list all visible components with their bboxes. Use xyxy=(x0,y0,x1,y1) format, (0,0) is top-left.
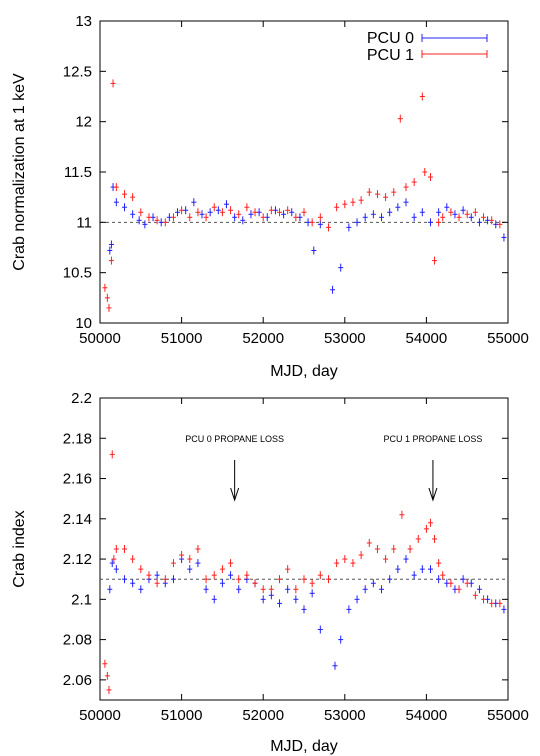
y-tick-label: 11 xyxy=(76,214,92,231)
data-series-layer xyxy=(102,450,507,694)
legend-label-pcu0: PCU 0 xyxy=(367,30,414,47)
y-tick-label: 2.08 xyxy=(63,632,92,649)
x-tick-label: 50000 xyxy=(79,707,121,724)
x-tick-label: 50000 xyxy=(79,330,121,347)
tick-layer: 50000 51000 52000 53000 54000 55000 10 10.5 11 11… xyxy=(63,13,529,347)
x-tick-label: 54000 xyxy=(406,330,448,347)
x-axis-label: MJD, day xyxy=(270,363,338,380)
y-tick-label: 11.5 xyxy=(64,164,92,181)
y-tick-label: 2.12 xyxy=(63,551,92,568)
series-pcu-0 xyxy=(107,555,507,670)
y-tick-label: 2.16 xyxy=(63,471,92,488)
x-tick-label: 53000 xyxy=(324,707,366,724)
x-tick-label: 52000 xyxy=(242,707,284,724)
legend-label-pcu1: PCU 1 xyxy=(367,47,414,64)
tick-layer: 50000 51000 52000 53000 54000 55000 2.06 2.08 2.… xyxy=(63,390,529,724)
x-tick-label: 55000 xyxy=(487,707,529,724)
x-tick-label: 54000 xyxy=(406,707,448,724)
annotation-arrowhead xyxy=(428,487,438,502)
x-tick-label: 51000 xyxy=(161,707,203,724)
x-tick-label: 55000 xyxy=(487,330,529,347)
y-tick-label: 10.5 xyxy=(63,265,92,282)
y-tick-label: 12.5 xyxy=(63,63,92,80)
y-axis-label: Crab index xyxy=(11,510,28,587)
data-series-layer xyxy=(102,79,507,312)
y-tick-label: 10 xyxy=(75,315,92,332)
plot-area-frame xyxy=(99,397,509,701)
y-tick-label: 2.06 xyxy=(63,672,92,689)
series-pcu-1 xyxy=(102,450,503,694)
x-tick-label: 51000 xyxy=(161,330,203,347)
annotation-layer: PCU 0 PROPANE LOSS PCU 1 PROPANE LOSS xyxy=(185,434,482,502)
index-panel: 50000 51000 52000 53000 54000 55000 2.06 2.08 2.… xyxy=(11,390,529,755)
y-axis-label: Crab normalization at 1 keV xyxy=(11,73,28,271)
series-pcu-1 xyxy=(102,79,503,312)
y-tick-label: 2.18 xyxy=(63,430,92,447)
x-axis-label: MJD, day xyxy=(270,738,338,755)
plot-area-frame xyxy=(99,20,509,324)
legend: PCU 0 PCU 1 xyxy=(367,30,488,64)
y-tick-label: 13 xyxy=(75,13,92,30)
annotation-arrowhead xyxy=(230,487,240,502)
y-tick-label: 12 xyxy=(75,114,92,131)
x-tick-label: 52000 xyxy=(242,330,284,347)
normalization-panel: 50000 51000 52000 53000 54000 55000 10 10.5 11 11… xyxy=(11,13,529,380)
x-tick-label: 53000 xyxy=(324,330,366,347)
propane-loss-annotation: PCU 1 PROPANE LOSS xyxy=(383,434,482,444)
y-tick-label: 2.2 xyxy=(71,390,92,407)
y-tick-label: 2.14 xyxy=(63,511,92,528)
series-pcu-0 xyxy=(107,183,507,294)
y-tick-label: 2.1 xyxy=(71,591,92,608)
propane-loss-annotation: PCU 0 PROPANE LOSS xyxy=(185,434,284,444)
